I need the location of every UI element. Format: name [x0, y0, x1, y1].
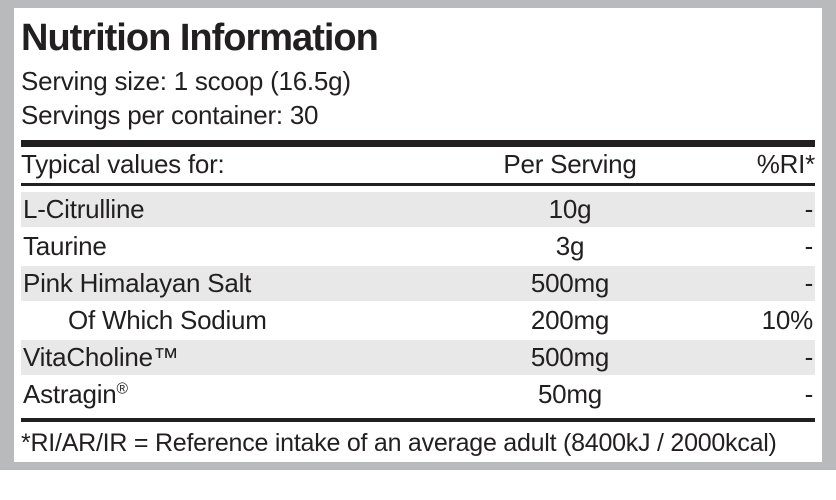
- ri-value: -: [804, 193, 814, 224]
- per-serving-value: 50mg: [537, 378, 603, 409]
- table-rows: L-Citrulline 10g - Taurine 3g - Pink Himalayan…: [21, 191, 815, 412]
- per-serving-value: 500mg: [530, 341, 610, 372]
- ri-value: -: [804, 230, 814, 261]
- per-serving-value: 3g: [555, 230, 585, 261]
- label-frame: Nutrition Information Serving size: 1 sc…: [0, 0, 836, 470]
- table-header-row: Typical values for: Per Serving %RI*: [21, 147, 815, 186]
- serving-size-line: Serving size: 1 scoop (16.5g): [21, 65, 351, 96]
- per-serving-value: 10g: [548, 193, 592, 224]
- divider-thick-bar: [21, 139, 815, 147]
- table-row: Of Which Sodium 200mg 10%: [21, 303, 815, 338]
- column-header-ri: %RI*: [756, 149, 816, 180]
- ingredient-name: Astragin®: [23, 378, 128, 409]
- ingredient-name: Of Which Sodium: [68, 304, 267, 335]
- per-serving-value: 200mg: [530, 304, 610, 335]
- column-header-per-serving: Per Serving: [503, 149, 637, 180]
- ingredient-name: L-Citrulline: [23, 193, 145, 224]
- servings-per-container-line: Servings per container: 30: [21, 99, 319, 130]
- column-header-typical-values: Typical values for:: [21, 149, 225, 180]
- table-row: Astragin® 50mg -: [21, 377, 815, 412]
- nutrition-label: Nutrition Information Serving size: 1 sc…: [14, 8, 822, 462]
- trademark-symbol: ®: [116, 380, 128, 398]
- table-row: L-Citrulline 10g -: [21, 191, 815, 227]
- ri-value: -: [804, 341, 814, 372]
- table-row: Taurine 3g -: [21, 229, 815, 264]
- ri-value: 10%: [761, 304, 814, 335]
- table-row: VitaCholine™ 500mg -: [21, 339, 815, 375]
- ingredient-name: VitaCholine™: [23, 341, 179, 372]
- reference-intake-footnote: *RI/AR/IR = Reference intake of an avera…: [21, 417, 815, 458]
- ingredient-name: Taurine: [23, 230, 107, 261]
- per-serving-value: 500mg: [530, 267, 610, 298]
- ri-value: -: [804, 267, 814, 298]
- ingredient-name: Pink Himalayan Salt: [23, 267, 252, 298]
- label-title: Nutrition Information: [21, 17, 379, 59]
- table-row: Pink Himalayan Salt 500mg -: [21, 265, 815, 301]
- ri-value: -: [804, 378, 814, 409]
